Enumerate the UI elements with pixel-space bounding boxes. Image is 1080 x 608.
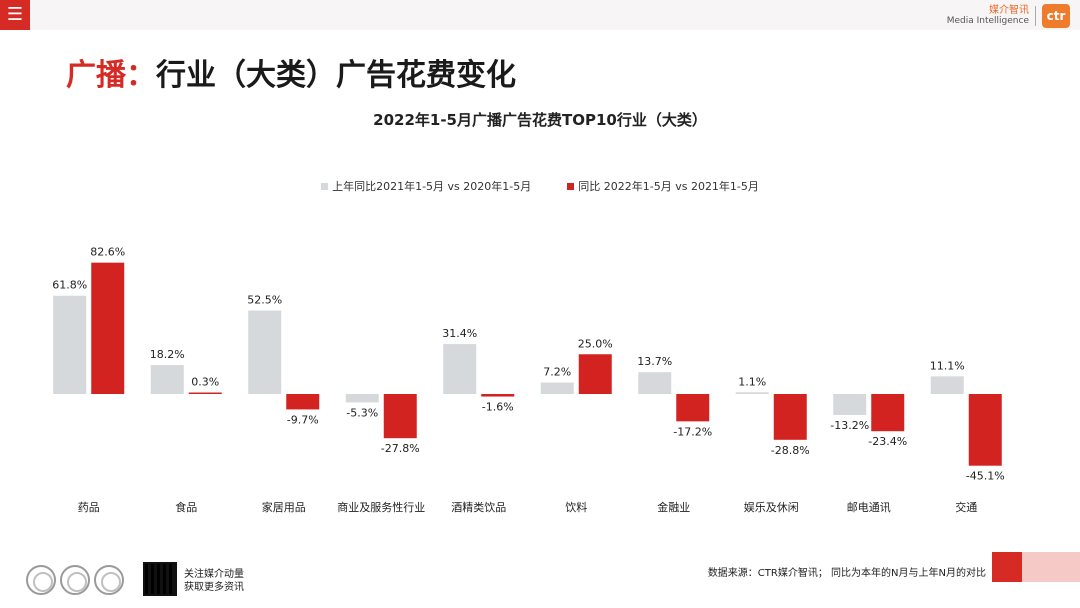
data-label: -17.2% bbox=[673, 425, 712, 438]
legend-item-current-year: 同比 2022年1-5月 vs 2021年1-5月 bbox=[567, 178, 759, 194]
legend-swatch-prior-year bbox=[321, 182, 329, 190]
data-label: -13.2% bbox=[830, 419, 869, 432]
category-label: 食品 bbox=[175, 500, 197, 514]
sgs-badge-icon bbox=[26, 565, 56, 595]
legend-item-prior-year: 上年同比2021年1-5月 vs 2020年1-5月 bbox=[321, 178, 531, 194]
bar-prior-year bbox=[53, 295, 87, 394]
bar-prior-year bbox=[443, 344, 477, 394]
bar-current-year bbox=[188, 392, 222, 394]
bar-prior-year bbox=[150, 365, 184, 394]
data-label: -23.4% bbox=[868, 435, 907, 448]
category-label: 金融业 bbox=[657, 500, 690, 514]
bar-current-year bbox=[481, 394, 515, 397]
data-label: -45.1% bbox=[966, 470, 1005, 483]
chart-title: 2022年1-5月广播广告花费TOP10行业（大类） bbox=[373, 111, 707, 129]
data-source-note: 数据来源：CTR媒介智讯； 同比为本年的N月与上年N月的对比 bbox=[707, 568, 986, 579]
data-label: 0.3% bbox=[191, 376, 219, 389]
data-label: -5.3% bbox=[346, 406, 378, 419]
qr-caption-line-1: 关注媒介动量 bbox=[184, 569, 244, 580]
category-label: 商业及服务性行业 bbox=[337, 500, 425, 514]
bar-current-year bbox=[871, 394, 905, 432]
qr-caption-line-2: 获取更多资讯 bbox=[184, 582, 244, 593]
bar-prior-year bbox=[345, 394, 379, 403]
data-label: 61.8% bbox=[52, 279, 87, 292]
qr-caption: 关注媒介动量 获取更多资讯 bbox=[184, 568, 244, 594]
category-label: 饮料 bbox=[565, 500, 587, 514]
bar-current-year bbox=[773, 394, 807, 440]
ctr-logo: 媒介智讯 Media Intelligence ctr bbox=[947, 3, 1070, 29]
bar-prior-year bbox=[638, 372, 672, 394]
legend-swatch-current-year bbox=[567, 182, 575, 190]
footer-accent-block bbox=[992, 552, 1022, 582]
legend-label-prior-year: 上年同比2021年1-5月 vs 2020年1-5月 bbox=[332, 180, 532, 193]
data-label: 11.1% bbox=[930, 359, 965, 372]
data-label: -28.8% bbox=[771, 444, 810, 457]
bar-prior-year bbox=[248, 310, 282, 394]
logo-mark: ctr bbox=[1042, 4, 1070, 28]
bar-chart: 61.8% 82.6% 药品 18.2% 0.3% 食品 52.5% -9.7% 家居用品 -5.… bbox=[52, 246, 1005, 514]
logo-en-text: Media Intelligence bbox=[946, 16, 1029, 26]
data-label: 1.1% bbox=[738, 375, 766, 388]
data-label: -27.8% bbox=[381, 442, 420, 455]
data-label: 25.0% bbox=[578, 337, 613, 350]
data-label: 82.6% bbox=[90, 246, 125, 259]
hamburger-icon[interactable]: ☰ bbox=[6, 4, 24, 25]
bar-current-year bbox=[578, 354, 612, 394]
data-label: -1.6% bbox=[482, 401, 514, 414]
data-label: 52.5% bbox=[247, 294, 282, 307]
data-label: 13.7% bbox=[637, 355, 672, 368]
bar-current-year bbox=[968, 394, 1002, 466]
menu-button[interactable]: ☰ bbox=[0, 0, 30, 30]
logo-cn-text: 媒介智讯 bbox=[989, 5, 1029, 16]
bar-prior-year bbox=[540, 382, 574, 394]
logo-divider bbox=[1035, 6, 1036, 26]
category-label: 娱乐及休闲 bbox=[744, 500, 799, 514]
certification-badges bbox=[26, 565, 124, 595]
sgs-badge-icon bbox=[94, 565, 124, 595]
bar-prior-year bbox=[833, 394, 867, 415]
data-label: 31.4% bbox=[442, 327, 477, 340]
data-label: 18.2% bbox=[150, 348, 185, 361]
top-bar: ☰ 媒介智讯 Media Intelligence ctr bbox=[0, 0, 1080, 30]
category-label: 酒精类饮品 bbox=[451, 500, 506, 514]
category-label: 家居用品 bbox=[262, 500, 306, 514]
bar-current-year bbox=[383, 394, 417, 439]
category-label: 药品 bbox=[78, 501, 100, 514]
page-title-highlight: 广播： bbox=[66, 58, 156, 93]
bar-current-year bbox=[676, 394, 710, 422]
data-label: 7.2% bbox=[543, 366, 571, 379]
page-title-rest: 行业（大类）广告花费变化 bbox=[156, 58, 516, 93]
category-label: 交通 bbox=[955, 500, 977, 514]
legend-label-current-year: 同比 2022年1-5月 vs 2021年1-5月 bbox=[578, 180, 759, 193]
bar-prior-year bbox=[930, 376, 964, 394]
data-label: -9.7% bbox=[287, 413, 319, 426]
bar-current-year bbox=[91, 262, 125, 394]
chart-legend: 上年同比2021年1-5月 vs 2020年1-5月 同比 2022年1-5月 … bbox=[0, 178, 1080, 194]
sgs-badge-icon bbox=[60, 565, 90, 595]
bar-current-year bbox=[286, 394, 320, 410]
page-title: 广播：行业（大类）广告花费变化 bbox=[66, 50, 516, 94]
category-label: 邮电通讯 bbox=[847, 501, 891, 514]
bar-prior-year bbox=[735, 392, 769, 394]
qr-code-icon[interactable] bbox=[143, 562, 177, 596]
